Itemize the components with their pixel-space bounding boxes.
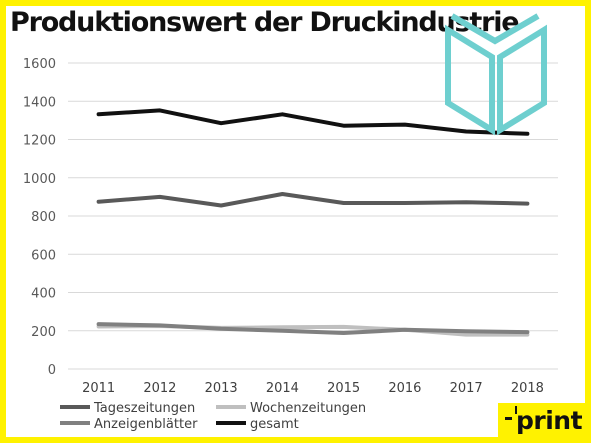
logo-dash	[505, 417, 512, 420]
print-logo: print	[498, 403, 591, 443]
y-tick-label: 0	[48, 363, 56, 378]
series-line	[96, 192, 530, 208]
y-tick-label: 400	[31, 287, 56, 302]
x-tick-label: 2012	[143, 381, 176, 396]
y-tick-label: 1000	[23, 172, 56, 187]
x-tick-label: 2017	[450, 381, 483, 396]
y-tick-label: 1200	[23, 134, 56, 149]
x-tick-label: 2016	[388, 381, 421, 396]
y-axis-tick-labels: 0 200 400 600 800 1000 1200 1400 1600	[23, 57, 56, 378]
x-axis-tick-labels: 2011 2012 2013 2014 2015 2016 2017 2018	[82, 381, 544, 396]
legend: Tageszeitungen Wochenzeitungen Anzeigenblä…	[60, 401, 366, 432]
series-line	[96, 108, 530, 136]
y-tick-label: 200	[31, 325, 56, 340]
x-tick-label: 2015	[327, 381, 360, 396]
x-tick-label: 2018	[511, 381, 544, 396]
x-tick-label: 2013	[205, 381, 238, 396]
y-tick-label: 1400	[23, 95, 56, 110]
x-tick-label: 2011	[82, 381, 115, 396]
y-tick-label: 800	[31, 210, 56, 225]
legend-label: Tageszeitungen	[93, 401, 195, 416]
y-tick-label: 1600	[23, 57, 56, 72]
logo-text: print	[516, 406, 583, 435]
legend-label: Wochenzeitungen	[250, 401, 366, 416]
y-tick-label: 600	[31, 248, 56, 263]
logo-tick	[515, 406, 517, 414]
page-title: Produktionswert der Druckindustrie	[10, 7, 520, 38]
series-line	[96, 322, 530, 335]
x-tick-label: 2014	[266, 381, 299, 396]
legend-label: Anzeigenblätter	[94, 417, 198, 432]
legend-label: gesamt	[250, 417, 299, 432]
series-lines	[96, 108, 530, 337]
